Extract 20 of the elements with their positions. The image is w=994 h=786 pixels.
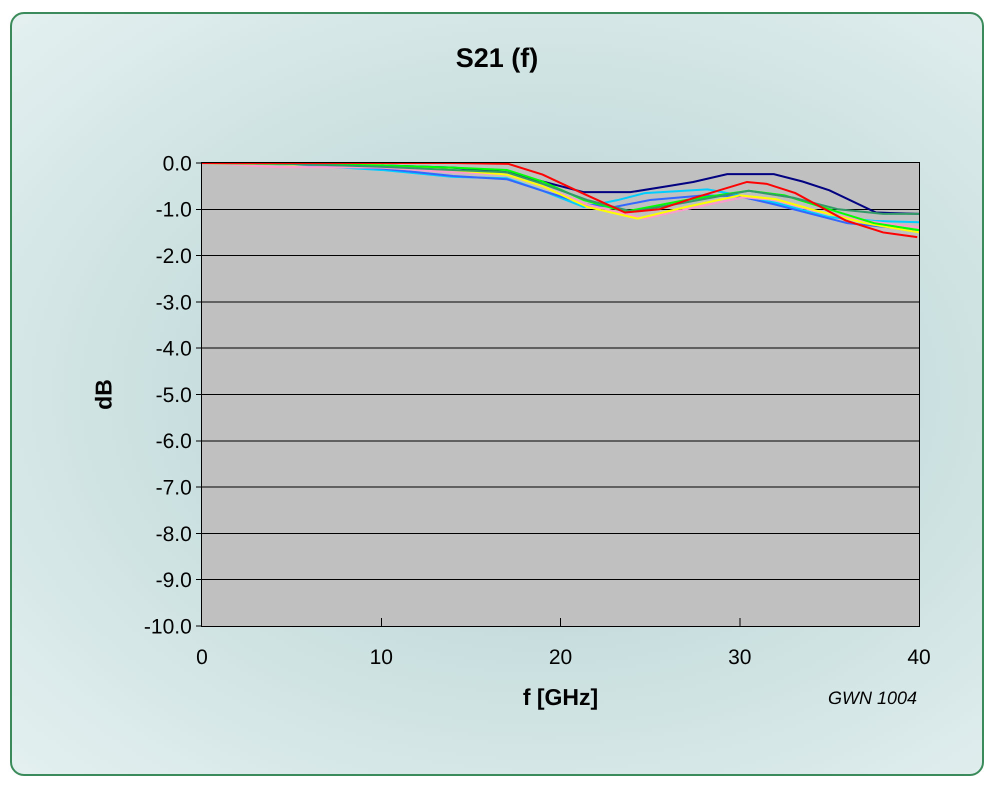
x-tick-label: 0 — [196, 646, 208, 670]
y-tick-label: -9.0 — [156, 569, 192, 592]
x-tick-label: 40 — [907, 646, 931, 670]
text: GWN 1004 — [828, 688, 918, 708]
x-tick-label: 20 — [548, 646, 572, 670]
x-axis-title: f [GHz] — [522, 684, 598, 710]
y-tick-label: -1.0 — [156, 198, 192, 222]
y-tick-label: -3.0 — [156, 291, 192, 314]
y-tick-label: 0.0 — [162, 152, 192, 176]
y-tick-label: -5.0 — [156, 384, 192, 407]
y-tick-label: -6.0 — [156, 430, 192, 454]
y-tick-label: -4.0 — [156, 338, 192, 361]
y-tick-label: -8.0 — [156, 522, 192, 546]
chart-title: S21 (f) — [456, 43, 538, 74]
y-tick-label: -7.0 — [156, 476, 192, 500]
y-tick-label: -2.0 — [156, 244, 192, 268]
x-tick-label: 30 — [728, 646, 752, 670]
y-axis-title: dB — [90, 379, 116, 410]
x-tick-label: 10 — [370, 646, 393, 670]
y-tick-label: -10.0 — [144, 615, 192, 638]
